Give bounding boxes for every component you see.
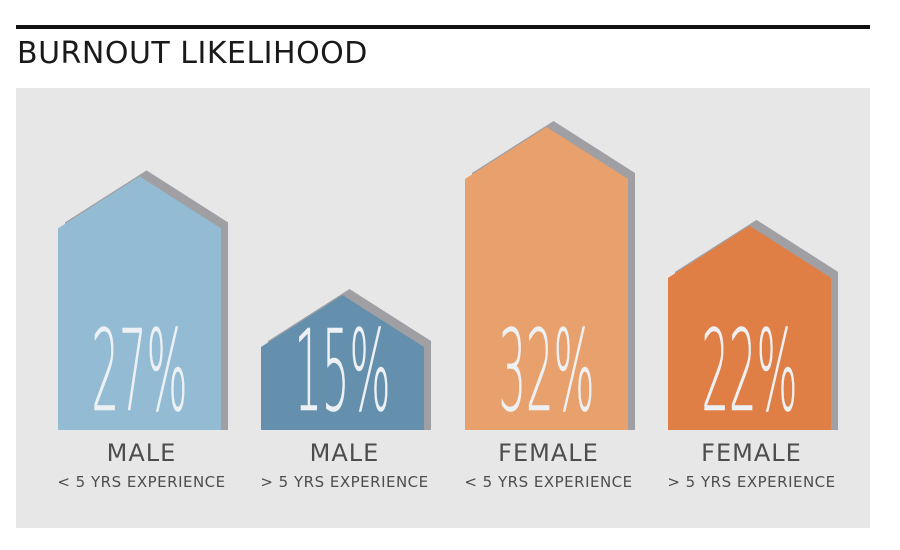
value-label: 27% <box>92 307 188 437</box>
bar-shape <box>58 176 221 430</box>
bar-shape <box>261 295 424 430</box>
house-bar-1: 27%MALE < 5 YRS EXPERIENCE <box>57 170 228 491</box>
category-sublabel: > 5 YRS EXPERIENCE <box>667 473 835 491</box>
title-rule <box>16 25 870 29</box>
bar-shape <box>465 127 628 430</box>
value-label: 32% <box>499 307 595 437</box>
chart-title: BURNOUT LIKELIHOOD <box>17 36 368 71</box>
category-sublabel: > 5 YRS EXPERIENCE <box>260 473 428 491</box>
category-sublabel: < 5 YRS EXPERIENCE <box>57 473 225 491</box>
category-label: MALE <box>310 439 380 467</box>
bar-shape <box>668 225 831 430</box>
category-sublabel: < 5 YRS EXPERIENCE <box>464 473 632 491</box>
category-label: MALE <box>107 439 177 467</box>
category-label: FEMALE <box>701 439 802 467</box>
category-label: FEMALE <box>498 439 599 467</box>
value-label: 22% <box>702 307 798 437</box>
house-bar-4: 22%FEMALE > 5 YRS EXPERIENCE <box>667 219 838 491</box>
value-label: 15% <box>295 307 391 437</box>
house-bar-2: 15%MALE > 5 YRS EXPERIENCE <box>260 289 431 491</box>
house-bar-3: 32%FEMALE < 5 YRS EXPERIENCE <box>464 121 635 491</box>
